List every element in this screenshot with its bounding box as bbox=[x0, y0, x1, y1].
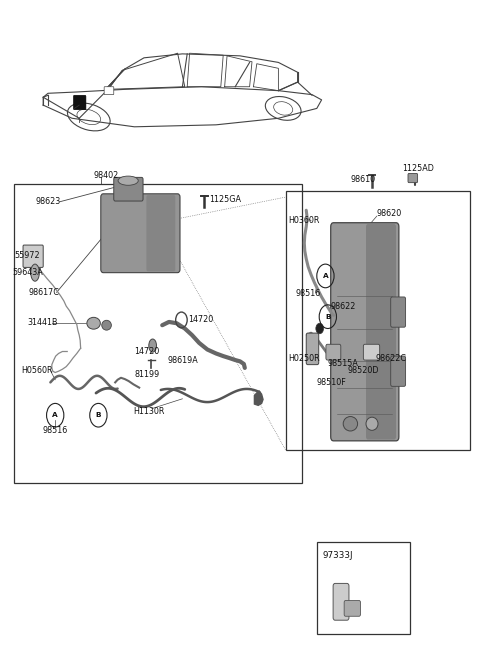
Text: 98520D: 98520D bbox=[347, 366, 379, 375]
FancyBboxPatch shape bbox=[391, 356, 406, 386]
Text: 1125GA: 1125GA bbox=[209, 194, 241, 204]
Text: 98622: 98622 bbox=[330, 302, 356, 311]
Text: H1130R: H1130R bbox=[133, 407, 165, 416]
Bar bbox=[317, 542, 410, 634]
Ellipse shape bbox=[31, 264, 39, 281]
Ellipse shape bbox=[102, 320, 111, 330]
Text: 98617C: 98617C bbox=[29, 288, 60, 297]
Text: 31441B: 31441B bbox=[28, 318, 59, 327]
Text: H0560R: H0560R bbox=[21, 366, 53, 375]
Text: 98622C: 98622C bbox=[376, 354, 407, 363]
Text: H0360R: H0360R bbox=[288, 216, 319, 225]
FancyBboxPatch shape bbox=[333, 583, 349, 620]
Bar bbox=[14, 184, 302, 483]
Text: 98510F: 98510F bbox=[317, 378, 347, 387]
Ellipse shape bbox=[87, 317, 100, 329]
FancyBboxPatch shape bbox=[344, 600, 360, 616]
FancyBboxPatch shape bbox=[331, 223, 399, 441]
FancyBboxPatch shape bbox=[146, 195, 175, 271]
Text: A: A bbox=[323, 273, 328, 279]
Text: 98623: 98623 bbox=[35, 197, 60, 206]
Text: 59643A: 59643A bbox=[12, 268, 43, 277]
Text: 98516: 98516 bbox=[43, 426, 68, 436]
Text: 98619A: 98619A bbox=[167, 355, 198, 365]
Ellipse shape bbox=[366, 417, 378, 430]
FancyBboxPatch shape bbox=[104, 87, 114, 95]
Text: 55972: 55972 bbox=[14, 251, 40, 260]
Text: B: B bbox=[96, 412, 101, 419]
Text: 81199: 81199 bbox=[134, 370, 160, 379]
Polygon shape bbox=[254, 391, 263, 405]
Text: 14720: 14720 bbox=[189, 315, 214, 325]
FancyBboxPatch shape bbox=[101, 194, 180, 273]
Circle shape bbox=[316, 323, 324, 334]
FancyBboxPatch shape bbox=[408, 173, 418, 183]
Text: H0250R: H0250R bbox=[288, 354, 320, 363]
FancyBboxPatch shape bbox=[306, 333, 319, 365]
FancyBboxPatch shape bbox=[326, 344, 341, 360]
FancyBboxPatch shape bbox=[114, 177, 143, 201]
Text: B: B bbox=[325, 313, 331, 320]
Text: 1125AD: 1125AD bbox=[402, 164, 434, 173]
FancyBboxPatch shape bbox=[391, 297, 406, 327]
Bar bbox=[286, 191, 470, 450]
FancyBboxPatch shape bbox=[366, 224, 396, 440]
Text: A: A bbox=[52, 412, 58, 419]
Ellipse shape bbox=[343, 417, 358, 431]
Text: 14720: 14720 bbox=[134, 347, 160, 356]
Ellipse shape bbox=[149, 339, 156, 352]
Text: 97333J: 97333J bbox=[323, 551, 353, 560]
FancyBboxPatch shape bbox=[363, 344, 380, 360]
Text: 98515A: 98515A bbox=[327, 359, 358, 368]
Text: 98620: 98620 bbox=[377, 209, 402, 218]
FancyBboxPatch shape bbox=[23, 245, 43, 267]
Text: 98610: 98610 bbox=[350, 175, 375, 184]
Text: 98402: 98402 bbox=[94, 171, 119, 180]
Text: 98516: 98516 bbox=[295, 288, 321, 298]
FancyBboxPatch shape bbox=[73, 95, 86, 110]
Ellipse shape bbox=[118, 176, 138, 185]
